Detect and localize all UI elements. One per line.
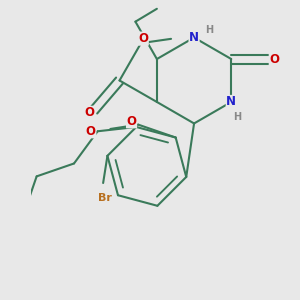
Text: H: H	[233, 112, 241, 122]
Text: N: N	[189, 31, 199, 44]
Text: H: H	[205, 25, 213, 34]
Text: O: O	[84, 106, 94, 119]
Text: O: O	[269, 52, 279, 65]
Text: O: O	[127, 115, 136, 128]
Text: O: O	[138, 32, 148, 45]
Text: N: N	[226, 95, 236, 109]
Text: Br: Br	[98, 193, 112, 203]
Text: O: O	[86, 125, 96, 138]
